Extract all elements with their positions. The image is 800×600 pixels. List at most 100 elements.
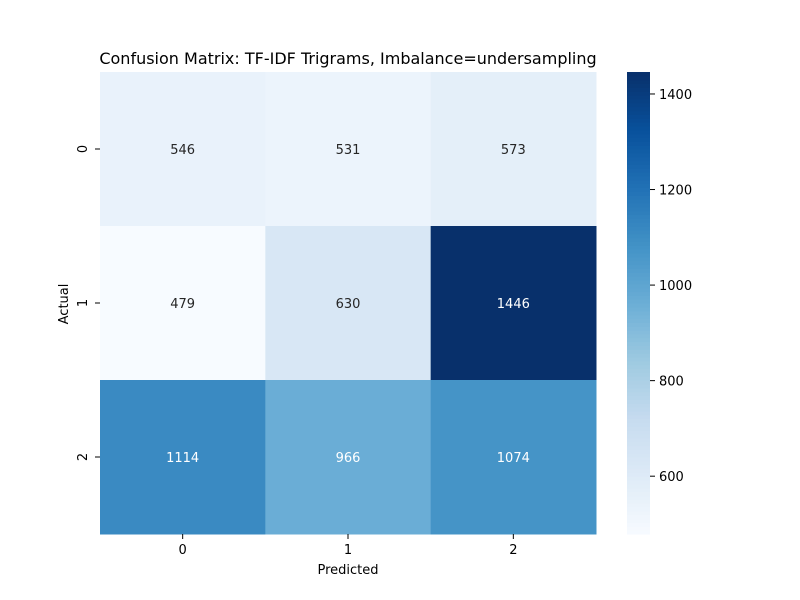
colorbar-segment <box>627 125 650 131</box>
colorbar-segment <box>627 83 650 88</box>
colorbar-segment <box>627 260 650 266</box>
colorbar-segment <box>627 295 650 300</box>
cell-value-label: 479 <box>170 297 195 312</box>
colorbar-segment <box>627 222 650 227</box>
colorbar-segment <box>627 491 650 497</box>
colorbar-segment <box>627 299 650 304</box>
colorbar-segment <box>627 87 650 92</box>
colorbar-segment <box>627 256 650 262</box>
colorbar-segment <box>627 214 650 219</box>
cell-value-label: 573 <box>501 143 526 158</box>
colorbar-segment <box>627 229 650 235</box>
colorbar-segment <box>627 291 650 296</box>
colorbar-segment <box>627 122 650 127</box>
heatmap-cell <box>430 226 597 381</box>
colorbar-segment <box>627 303 650 308</box>
colorbar-segment <box>627 137 650 142</box>
chart-title: Confusion Matrix: TF-IDF Trigrams, Imbal… <box>99 49 596 68</box>
colorbar-segment <box>627 206 650 212</box>
colorbar-segment <box>627 437 650 443</box>
colorbar-segment <box>627 218 650 223</box>
colorbar-segment <box>627 476 650 481</box>
colorbar-segment <box>627 449 650 454</box>
colorbar-segment <box>627 172 650 177</box>
colorbar-segment <box>627 445 650 450</box>
colorbar-tick-label: 800 <box>659 375 684 390</box>
heatmap-cell <box>430 380 597 535</box>
colorbar-segment <box>627 480 650 485</box>
heatmap-cell <box>265 72 432 227</box>
y-tick-label: 1 <box>76 299 91 307</box>
colorbar-segment <box>627 368 650 373</box>
colorbar-segment <box>627 360 650 366</box>
colorbar-segment <box>627 91 650 96</box>
colorbar-segment <box>627 276 650 281</box>
colorbar-segment <box>627 226 650 231</box>
colorbar-segment <box>627 210 650 216</box>
colorbar-segment <box>627 199 650 204</box>
heatmap-cells: 546 531 573 479 630 1446 1114 966 1074 <box>100 72 597 535</box>
colorbar-segment <box>627 264 650 269</box>
colorbar-segment <box>627 191 650 196</box>
colorbar-segment <box>627 133 650 139</box>
x-tick-label: 0 <box>179 543 187 558</box>
colorbar-segment <box>627 383 650 389</box>
colorbar-segment <box>627 510 650 516</box>
colorbar-segment <box>627 433 650 439</box>
x-axis: 0 1 2 <box>179 534 517 558</box>
colorbar-segment <box>627 202 650 208</box>
y-tick-label: 0 <box>76 145 91 153</box>
colorbar-segment <box>627 514 650 520</box>
heatmap-cell <box>265 380 432 535</box>
colorbar-segment <box>627 252 650 258</box>
colorbar-segment <box>627 376 650 381</box>
x-tick-label: 2 <box>509 543 517 558</box>
colorbar-segment <box>627 507 650 512</box>
colorbar-segment <box>627 372 650 377</box>
colorbar-segment <box>627 75 650 81</box>
colorbar-segment <box>627 457 650 462</box>
colorbar-segment <box>627 183 650 189</box>
colorbar-segment <box>627 326 650 331</box>
colorbar-segment <box>627 518 650 524</box>
x-tick-label: 1 <box>344 543 352 558</box>
colorbar-segment <box>627 79 650 85</box>
colorbar-segment <box>627 322 650 327</box>
heatmap-cell <box>100 380 266 535</box>
colorbar-segment <box>627 272 650 277</box>
colorbar-segment <box>627 168 650 173</box>
colorbar-segment <box>627 245 650 250</box>
colorbar-segment <box>627 114 650 119</box>
colorbar-segment <box>627 314 650 319</box>
colorbar-segment <box>627 152 650 158</box>
colorbar-segment <box>627 341 650 346</box>
colorbar-tick-label: 1000 <box>659 279 692 294</box>
colorbar-segment <box>627 118 650 123</box>
colorbar-segment <box>627 414 650 420</box>
colorbar-segment <box>627 349 650 354</box>
cell-value-label: 546 <box>170 143 195 158</box>
colorbar-segment <box>627 149 650 154</box>
colorbar-segment <box>627 283 650 289</box>
cell-value-label: 966 <box>336 451 361 466</box>
colorbar-tick-label: 1400 <box>659 88 692 103</box>
cell-value-label: 1114 <box>166 451 199 466</box>
colorbar-segment <box>627 329 650 335</box>
colorbar-segment <box>627 403 650 408</box>
colorbar-segment <box>627 110 650 115</box>
y-tick-label: 2 <box>76 453 91 461</box>
colorbar-segment <box>627 483 650 489</box>
colorbar-segment <box>627 195 650 200</box>
colorbar-segment <box>627 453 650 458</box>
colorbar-segment <box>627 145 650 150</box>
colorbar-segment <box>627 364 650 370</box>
cell-value-label: 531 <box>336 143 361 158</box>
colorbar-segment <box>627 464 650 470</box>
colorbar-segment <box>627 430 650 435</box>
colorbar-segment <box>627 187 650 192</box>
heatmap-cell <box>100 226 266 381</box>
colorbar-segment <box>627 472 650 477</box>
colorbar-segment <box>627 106 650 112</box>
colorbar-segment <box>627 499 650 504</box>
colorbar-segment <box>627 526 650 531</box>
